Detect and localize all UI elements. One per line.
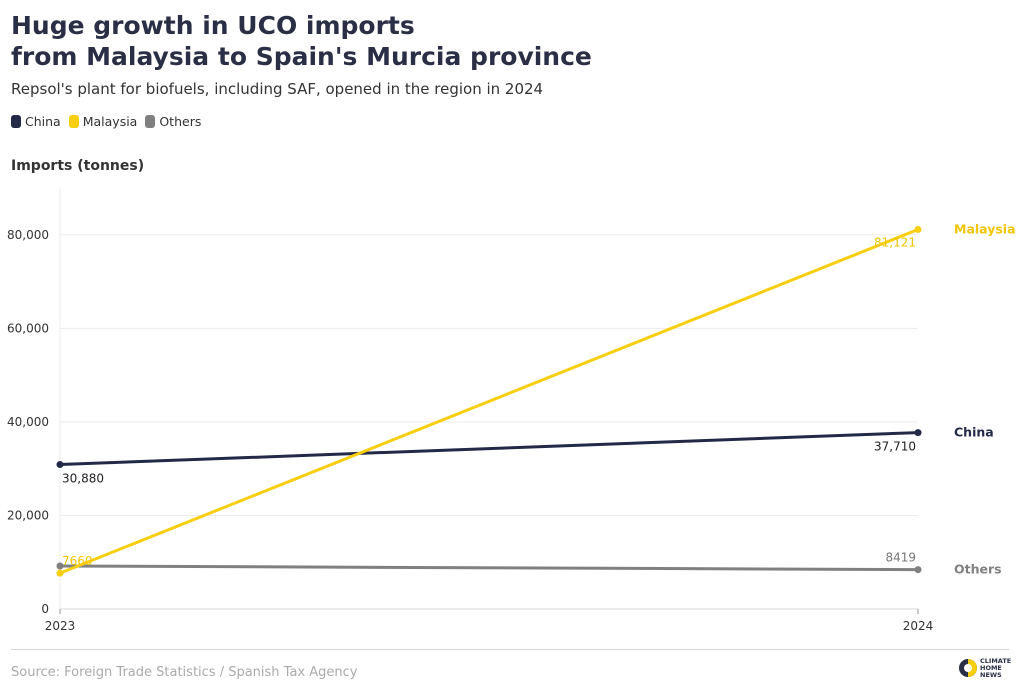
data-label-malaysia-2023: 7660: [62, 554, 93, 568]
series-end-label-china: China: [954, 425, 994, 440]
y-tick-label-40000: 40,000: [7, 415, 49, 429]
legend-swatch-others: [145, 115, 156, 128]
data-point-malaysia-2023: [56, 569, 64, 577]
publisher-logo: CLIMATE HOME NEWS: [958, 656, 1011, 680]
legend-swatch-malaysia: [68, 115, 79, 128]
data-label-others-2024: 8419: [885, 551, 916, 565]
data-point-others-2023: [56, 562, 64, 570]
data-point-china-2024: [914, 429, 922, 437]
x-tick-label-2024: 2024: [903, 619, 934, 633]
legend-label-others: Others: [159, 114, 202, 129]
logo-line-3: NEWS: [980, 670, 1002, 679]
legend-label-malaysia: Malaysia: [82, 114, 138, 129]
series-end-label-malaysia: Malaysia: [954, 222, 1016, 237]
data-point-malaysia-2024: [914, 226, 922, 234]
data-point-china-2023: [56, 461, 64, 469]
source-note: Source: Foreign Trade Statistics / Spani…: [11, 665, 358, 680]
y-tick-label-0: 0: [41, 602, 49, 616]
data-label-malaysia-2024: 81,121: [874, 236, 916, 250]
legend-item-others[interactable]: Others: [145, 114, 201, 129]
y-tick-label-60000: 60,000: [7, 321, 49, 335]
logo-wordmark: CLIMATE HOME NEWS: [980, 656, 1012, 679]
legend-item-malaysia[interactable]: Malaysia: [68, 114, 138, 129]
data-label-china-2024: 37,710: [874, 440, 916, 454]
legend-label-china: China: [25, 114, 61, 129]
y-axis-title: Imports (tonnes): [11, 158, 145, 174]
data-label-china-2023: 30,880: [62, 472, 104, 486]
y-tick-label-80000: 80,000: [7, 228, 49, 242]
globe-logo-icon: [959, 659, 977, 677]
logo-line-1: CLIMATE: [980, 656, 1012, 665]
chart-title: Huge growth in UCO imports from Malaysia…: [11, 10, 592, 72]
x-tick-label-2023: 2023: [45, 619, 76, 633]
legend-item-china[interactable]: China: [11, 114, 61, 129]
line-chart: 0 20,000 40,000 60,000 80,000 2023 2024 8419 Oth…: [7, 188, 1016, 633]
chart-title-line-1: Huge growth in UCO imports: [11, 11, 415, 40]
series-line-others: [59, 564, 919, 572]
series-line-malaysia: [59, 228, 919, 575]
y-tick-label-20000: 20,000: [7, 508, 49, 522]
logo-line-2: HOME: [980, 663, 1002, 672]
footer-divider: [11, 649, 1009, 650]
legend: China Malaysia Others: [11, 114, 201, 129]
chart-subtitle: Repsol's plant for biofuels, including S…: [11, 80, 544, 98]
chart-title-line-2: from Malaysia to Spain's Murcia province: [11, 42, 592, 71]
series-end-label-others: Others: [954, 562, 1002, 577]
legend-swatch-china: [11, 115, 21, 128]
series-line-china: [59, 431, 919, 467]
data-point-others-2024: [914, 566, 922, 574]
